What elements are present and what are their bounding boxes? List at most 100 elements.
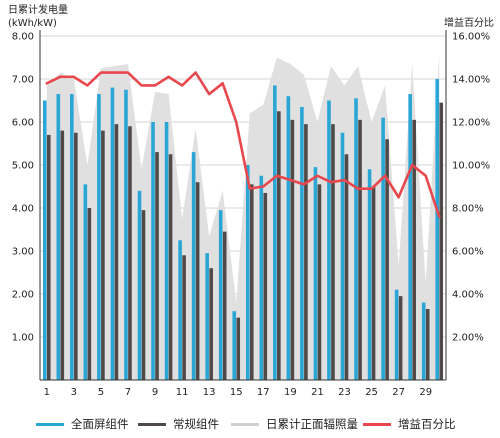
- bar-full-screen-day-8: [137, 190, 142, 380]
- x-tick-label-25: 25: [365, 387, 378, 398]
- irradiance-area: [46, 53, 440, 380]
- legend-item-regular-module: 常规组件: [138, 414, 219, 434]
- legend-item-gain: 增益百分比: [363, 414, 456, 434]
- legend-item-full-screen-module: 全面屏组件: [36, 414, 129, 434]
- x-tick-label-29: 29: [419, 387, 432, 398]
- bar-full-screen-day-2: [56, 94, 61, 381]
- bar-regular-day-18: [277, 111, 281, 380]
- x-tick-label-3: 3: [71, 387, 77, 398]
- bar-full-screen-day-11: [178, 240, 182, 380]
- right-tick-label-4: 8.00%: [452, 204, 484, 215]
- x-tick-label-9: 9: [152, 387, 158, 398]
- left-axis-title-line2: (kWh/kW): [8, 18, 57, 29]
- legend: 全面屏组件 常规组件 日累计正面辐照量 增益百分比: [0, 414, 500, 434]
- x-tick-label-27: 27: [392, 387, 405, 398]
- bar-regular-day-7: [128, 126, 132, 380]
- bar-regular-day-19: [290, 119, 295, 380]
- irradiance-area-path: [46, 53, 440, 380]
- gain-line-path: [45, 71, 441, 218]
- bar-regular-day-2: [60, 130, 65, 380]
- x-tick-label-15: 15: [230, 387, 243, 398]
- bar-regular-day-10: [168, 154, 173, 380]
- bar-regular-day-5: [101, 130, 105, 380]
- x-tick-label-5: 5: [98, 387, 104, 398]
- bar-regular-day-25: [371, 186, 376, 380]
- right-tick-label-6: 12.00%: [452, 118, 490, 129]
- bar-regular-day-12: [195, 182, 200, 380]
- x-tick-label-17: 17: [257, 387, 270, 398]
- bar-full-screen-day-19: [286, 96, 291, 380]
- right-tick-label-3: 6.00%: [452, 247, 484, 258]
- bar-regular-day-14: [222, 231, 227, 380]
- right-axis-title: 增益百分比: [444, 16, 494, 29]
- legend-swatch-gain: [363, 422, 391, 426]
- left-tick-label-6: 6.00: [12, 118, 34, 129]
- bar-full-screen-day-1: [42, 100, 47, 380]
- left-axis-title-line1: 日累计发电量: [8, 3, 68, 16]
- right-tick-label-8: 16.00%: [452, 32, 490, 43]
- left-tick-label-3: 3.00: [12, 247, 34, 258]
- x-tick-label-7: 7: [125, 387, 131, 398]
- x-tick-label-13: 13: [203, 387, 216, 398]
- bar-regular-day-26: [385, 139, 389, 380]
- x-tick-label-19: 19: [284, 387, 297, 398]
- right-tick-label-7: 14.00%: [452, 75, 490, 86]
- bar-regular-day-11: [182, 255, 186, 380]
- x-tick-label-23: 23: [338, 387, 351, 398]
- bar-full-screen-day-4: [83, 184, 88, 380]
- bar-full-screen-day-27: [394, 289, 399, 380]
- axes: 1.00 2.00 3.00 4.00 5.00 6.00 7.00 8.00 2.00% 4.0…: [12, 30, 490, 398]
- bar-full-screen-day-20: [300, 106, 304, 380]
- x-tick-label-21: 21: [311, 387, 324, 398]
- x-tick-label-11: 11: [176, 387, 189, 398]
- bar-full-screen-day-6: [110, 87, 115, 380]
- gain-line: [45, 71, 441, 218]
- bar-full-screen-day-30: [435, 79, 440, 380]
- left-tick-label-5: 5.00: [12, 161, 34, 172]
- bar-regular-day-30: [439, 102, 444, 381]
- bar-full-screen-day-17: [259, 175, 264, 380]
- bar-regular-day-1: [46, 134, 51, 380]
- bar-regular-day-3: [74, 132, 78, 380]
- bar-regular-day-6: [114, 124, 119, 381]
- legend-label-gain: 增益百分比: [398, 417, 456, 431]
- legend-label-regular-module: 常规组件: [173, 417, 219, 431]
- bar-full-screen-day-16: [245, 165, 250, 380]
- bar-full-screen-day-5: [97, 94, 101, 381]
- bar-full-screen-day-28: [408, 94, 412, 381]
- bar-regular-day-29: [425, 309, 430, 380]
- right-tick-label-1: 2.00%: [452, 333, 484, 344]
- left-tick-label-1: 1.00: [12, 333, 34, 344]
- left-tick-label-7: 7.00: [12, 75, 34, 86]
- bar-full-screen-day-7: [124, 89, 128, 380]
- bar-full-screen-day-22: [327, 100, 331, 380]
- left-tick-label-2: 2.00: [12, 290, 34, 301]
- bar-regular-day-23: [344, 154, 349, 380]
- x-tick-label-1: 1: [44, 387, 50, 398]
- legend-swatch-irradiance: [231, 422, 259, 426]
- bar-full-screen-day-14: [218, 210, 223, 380]
- bar-full-screen-day-13: [205, 253, 209, 380]
- bar-full-screen-day-9: [151, 122, 155, 380]
- legend-label-full-screen-module: 全面屏组件: [71, 417, 129, 431]
- bar-full-screen-day-18: [273, 85, 277, 380]
- bar-regular-day-27: [398, 296, 403, 380]
- legend-swatch-full-screen-module: [36, 422, 64, 426]
- bar-full-screen-day-3: [70, 94, 74, 381]
- bar-regular-day-21: [317, 184, 322, 380]
- bar-regular-day-8: [141, 210, 146, 380]
- bar-full-screen-day-15: [232, 311, 237, 380]
- bar-regular-day-9: [155, 152, 159, 380]
- bar-regular-day-22: [331, 124, 335, 381]
- bar-full-screen-day-29: [421, 302, 426, 380]
- bar-regular-day-15: [236, 317, 241, 380]
- bar-regular-day-17: [263, 192, 268, 380]
- bar-regular-day-16: [249, 184, 254, 380]
- legend-swatch-regular-module: [138, 422, 166, 426]
- bar-regular-day-28: [412, 119, 416, 380]
- bar-full-screen-day-23: [340, 132, 345, 380]
- bar-regular-day-13: [209, 268, 213, 380]
- bar-full-screen-day-25: [367, 169, 372, 380]
- bar-regular-day-4: [87, 208, 92, 380]
